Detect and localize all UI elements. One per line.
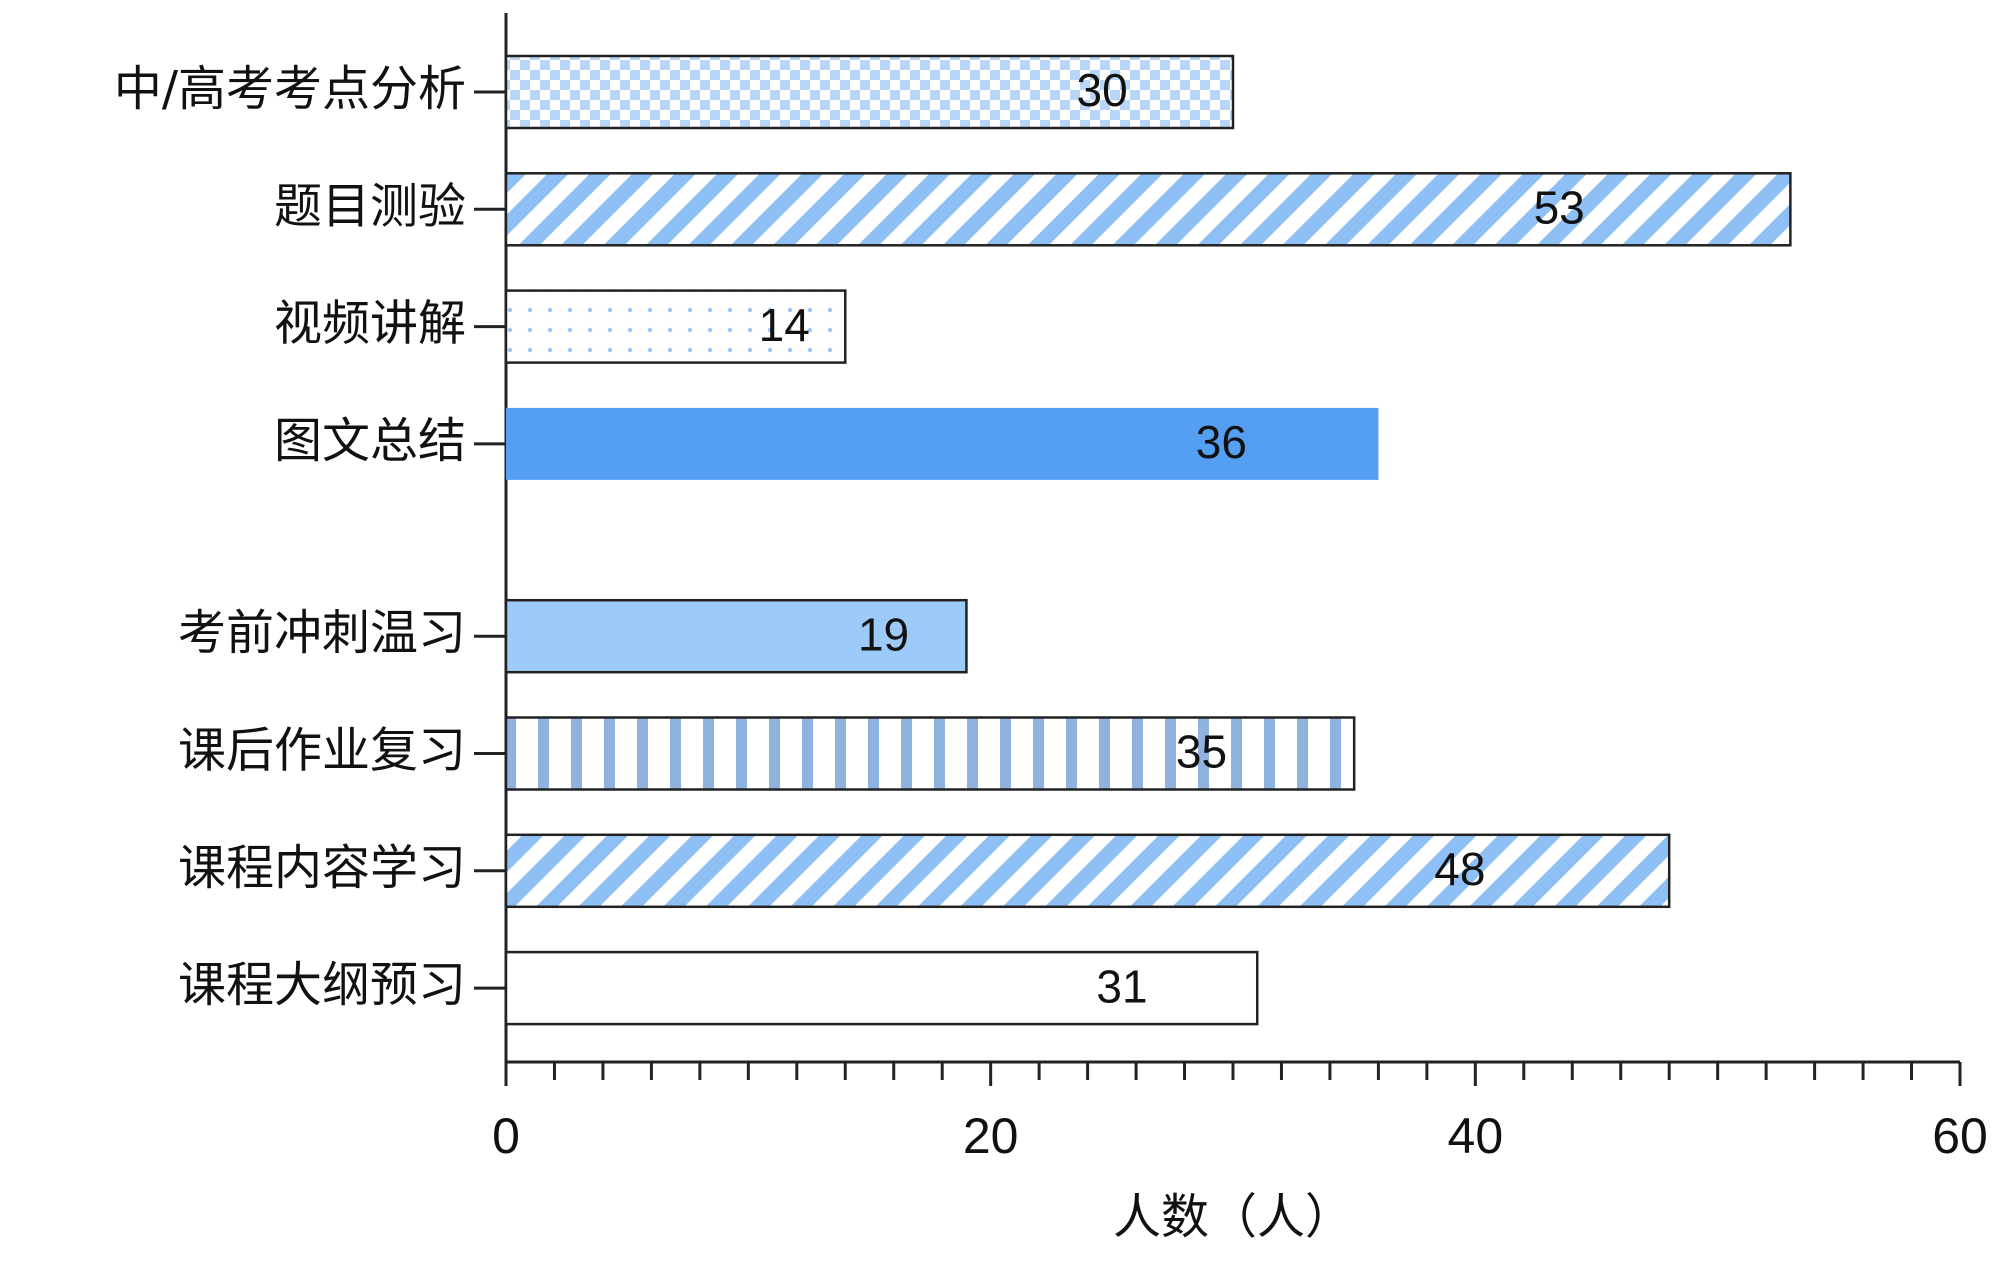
value-label: 19 — [858, 608, 909, 660]
bar — [504, 950, 1259, 1026]
bar — [504, 598, 968, 674]
y-tick-label: 图文总结 — [274, 413, 466, 469]
bar — [504, 54, 1235, 130]
y-tick-label: 考前冲刺温习 — [178, 605, 466, 661]
value-label: 36 — [1196, 416, 1247, 468]
value-label: 30 — [1077, 64, 1128, 116]
value-label: 35 — [1176, 726, 1227, 778]
value-label: 48 — [1434, 843, 1485, 895]
y-tick-label: 课程内容学习 — [178, 840, 466, 896]
x-axis-title: 人数（人） — [1113, 1189, 1353, 1245]
bar — [504, 289, 847, 364]
bar — [504, 172, 1792, 247]
x-tick-label: 40 — [1448, 1108, 1504, 1164]
bar — [504, 716, 1356, 791]
value-label: 31 — [1096, 960, 1147, 1012]
y-tick-label: 题目测验 — [274, 178, 466, 234]
y-tick-label: 课后作业复习 — [178, 723, 466, 779]
x-tick-label: 0 — [492, 1108, 520, 1164]
bar — [504, 833, 1671, 909]
value-label: 53 — [1534, 181, 1585, 233]
y-tick-label: 课程大纲预习 — [178, 957, 466, 1013]
x-tick-label: 60 — [1932, 1108, 1988, 1164]
y-tick-label: 视频讲解 — [274, 296, 466, 352]
x-tick-label: 20 — [963, 1108, 1019, 1164]
y-tick-label: 中/高考考点分析 — [114, 61, 466, 117]
value-label: 14 — [759, 299, 810, 351]
bar — [506, 407, 1379, 480]
